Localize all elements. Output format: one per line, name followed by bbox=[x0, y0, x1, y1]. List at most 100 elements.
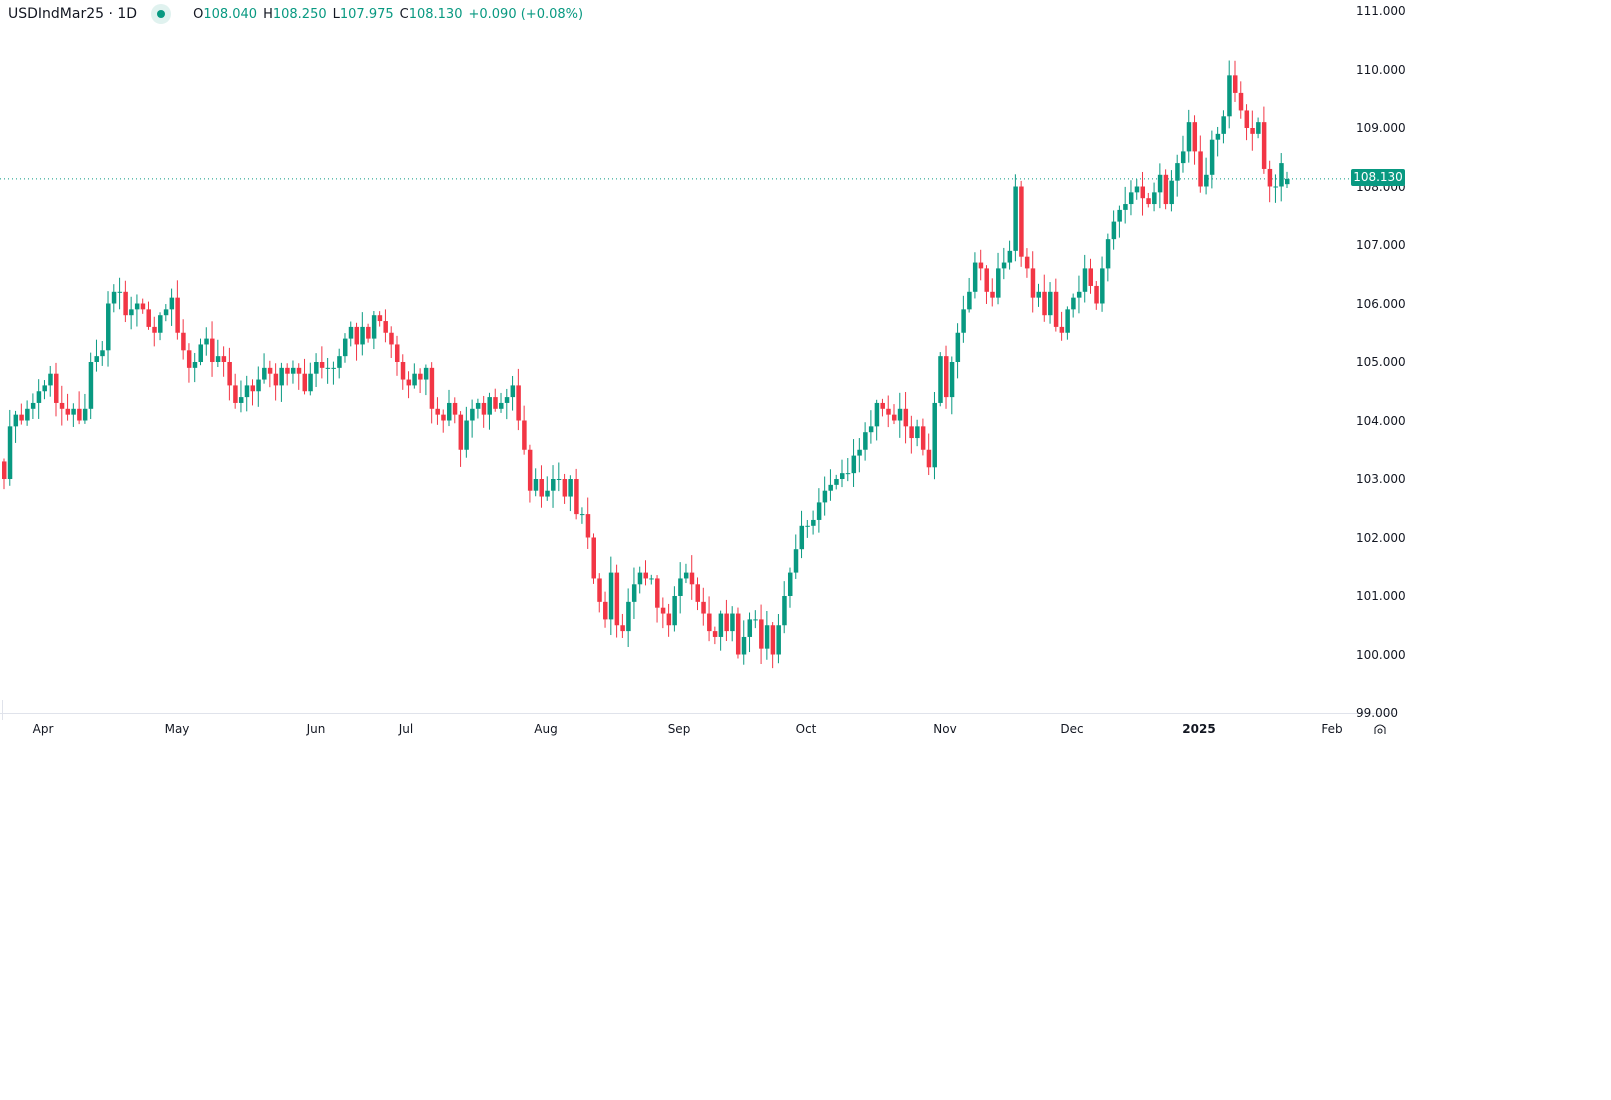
candle bbox=[13, 410, 19, 443]
candle bbox=[493, 388, 498, 412]
candle bbox=[487, 392, 492, 430]
candle bbox=[522, 405, 527, 455]
candle bbox=[741, 620, 747, 665]
candle bbox=[77, 391, 82, 425]
symbol-title[interactable]: USDIndMar25 · 1D bbox=[8, 6, 138, 22]
candle bbox=[770, 622, 776, 669]
candle bbox=[262, 353, 267, 384]
candle bbox=[990, 278, 995, 307]
candle bbox=[383, 309, 388, 343]
candle bbox=[1065, 306, 1070, 340]
candle bbox=[319, 346, 325, 379]
high-label: H bbox=[263, 6, 273, 22]
candle bbox=[724, 599, 729, 642]
candle bbox=[1007, 240, 1013, 270]
candle bbox=[458, 411, 464, 467]
candle bbox=[845, 458, 851, 482]
candle bbox=[961, 295, 966, 343]
candle bbox=[753, 610, 758, 629]
candle bbox=[129, 296, 134, 330]
price-tick-label: 102.000 bbox=[1356, 530, 1406, 545]
candle bbox=[984, 265, 989, 304]
candle bbox=[631, 567, 637, 619]
candle bbox=[48, 365, 53, 397]
candle bbox=[36, 379, 42, 419]
candle bbox=[302, 358, 308, 395]
candle bbox=[683, 563, 689, 584]
candle bbox=[1198, 135, 1203, 193]
candle bbox=[967, 277, 972, 313]
candle bbox=[88, 352, 94, 420]
candle bbox=[955, 323, 961, 379]
candle bbox=[394, 335, 400, 376]
candle bbox=[857, 438, 862, 473]
candle bbox=[134, 294, 140, 327]
candle bbox=[59, 385, 65, 426]
candle bbox=[666, 603, 672, 637]
candle bbox=[551, 465, 556, 508]
candle bbox=[233, 373, 238, 409]
time-tick-label: Nov bbox=[933, 722, 957, 736]
candle bbox=[527, 444, 533, 503]
candle bbox=[204, 327, 209, 356]
candle bbox=[1285, 171, 1290, 188]
candle bbox=[915, 419, 920, 447]
price-tick-label: 99.000 bbox=[1356, 706, 1398, 720]
candle bbox=[325, 357, 331, 384]
candle bbox=[926, 433, 932, 476]
candle bbox=[909, 415, 914, 454]
candle bbox=[730, 606, 735, 642]
candle bbox=[1261, 106, 1267, 174]
candle bbox=[273, 363, 279, 401]
candle bbox=[562, 473, 568, 504]
candle bbox=[1186, 109, 1192, 163]
candlestick-chart[interactable] bbox=[0, 0, 1611, 760]
candle bbox=[1221, 110, 1226, 144]
candle bbox=[221, 346, 227, 377]
candle bbox=[25, 400, 30, 426]
candle bbox=[429, 362, 435, 424]
candle bbox=[175, 280, 180, 340]
candle bbox=[366, 323, 371, 343]
low-value: 107.975 bbox=[339, 6, 394, 22]
candle bbox=[805, 520, 810, 538]
candle bbox=[447, 389, 452, 427]
candle bbox=[504, 388, 510, 420]
candle bbox=[158, 312, 163, 341]
candle bbox=[1048, 282, 1053, 324]
candle bbox=[880, 398, 885, 417]
candle bbox=[1215, 126, 1221, 157]
candle bbox=[932, 391, 937, 480]
candle bbox=[470, 399, 475, 438]
candle bbox=[614, 564, 620, 638]
candle bbox=[82, 393, 88, 424]
candle bbox=[342, 333, 348, 363]
candle bbox=[285, 363, 290, 386]
candle bbox=[1036, 283, 1041, 307]
settings-icon[interactable] bbox=[1372, 722, 1388, 736]
candle bbox=[874, 399, 880, 441]
candle bbox=[198, 338, 203, 366]
candle bbox=[140, 298, 146, 314]
candle bbox=[19, 403, 24, 425]
time-tick-label: May bbox=[164, 722, 190, 736]
candle bbox=[603, 591, 608, 628]
last-price-label: 108.130 bbox=[1351, 169, 1405, 186]
candle bbox=[435, 397, 440, 425]
candle bbox=[839, 459, 845, 488]
candle bbox=[1001, 247, 1007, 280]
candle bbox=[1157, 163, 1163, 209]
candle bbox=[1180, 135, 1186, 173]
candle bbox=[290, 360, 296, 384]
candle bbox=[591, 533, 596, 584]
candle bbox=[672, 586, 677, 632]
candle bbox=[1030, 251, 1036, 313]
candle bbox=[371, 310, 377, 350]
market-status-icon[interactable] bbox=[151, 4, 172, 24]
price-tick-label: 101.000 bbox=[1356, 589, 1406, 603]
candle bbox=[897, 392, 903, 438]
candle bbox=[152, 316, 157, 347]
candle bbox=[1134, 179, 1140, 200]
candle bbox=[712, 626, 718, 645]
open-label: O bbox=[193, 6, 204, 22]
